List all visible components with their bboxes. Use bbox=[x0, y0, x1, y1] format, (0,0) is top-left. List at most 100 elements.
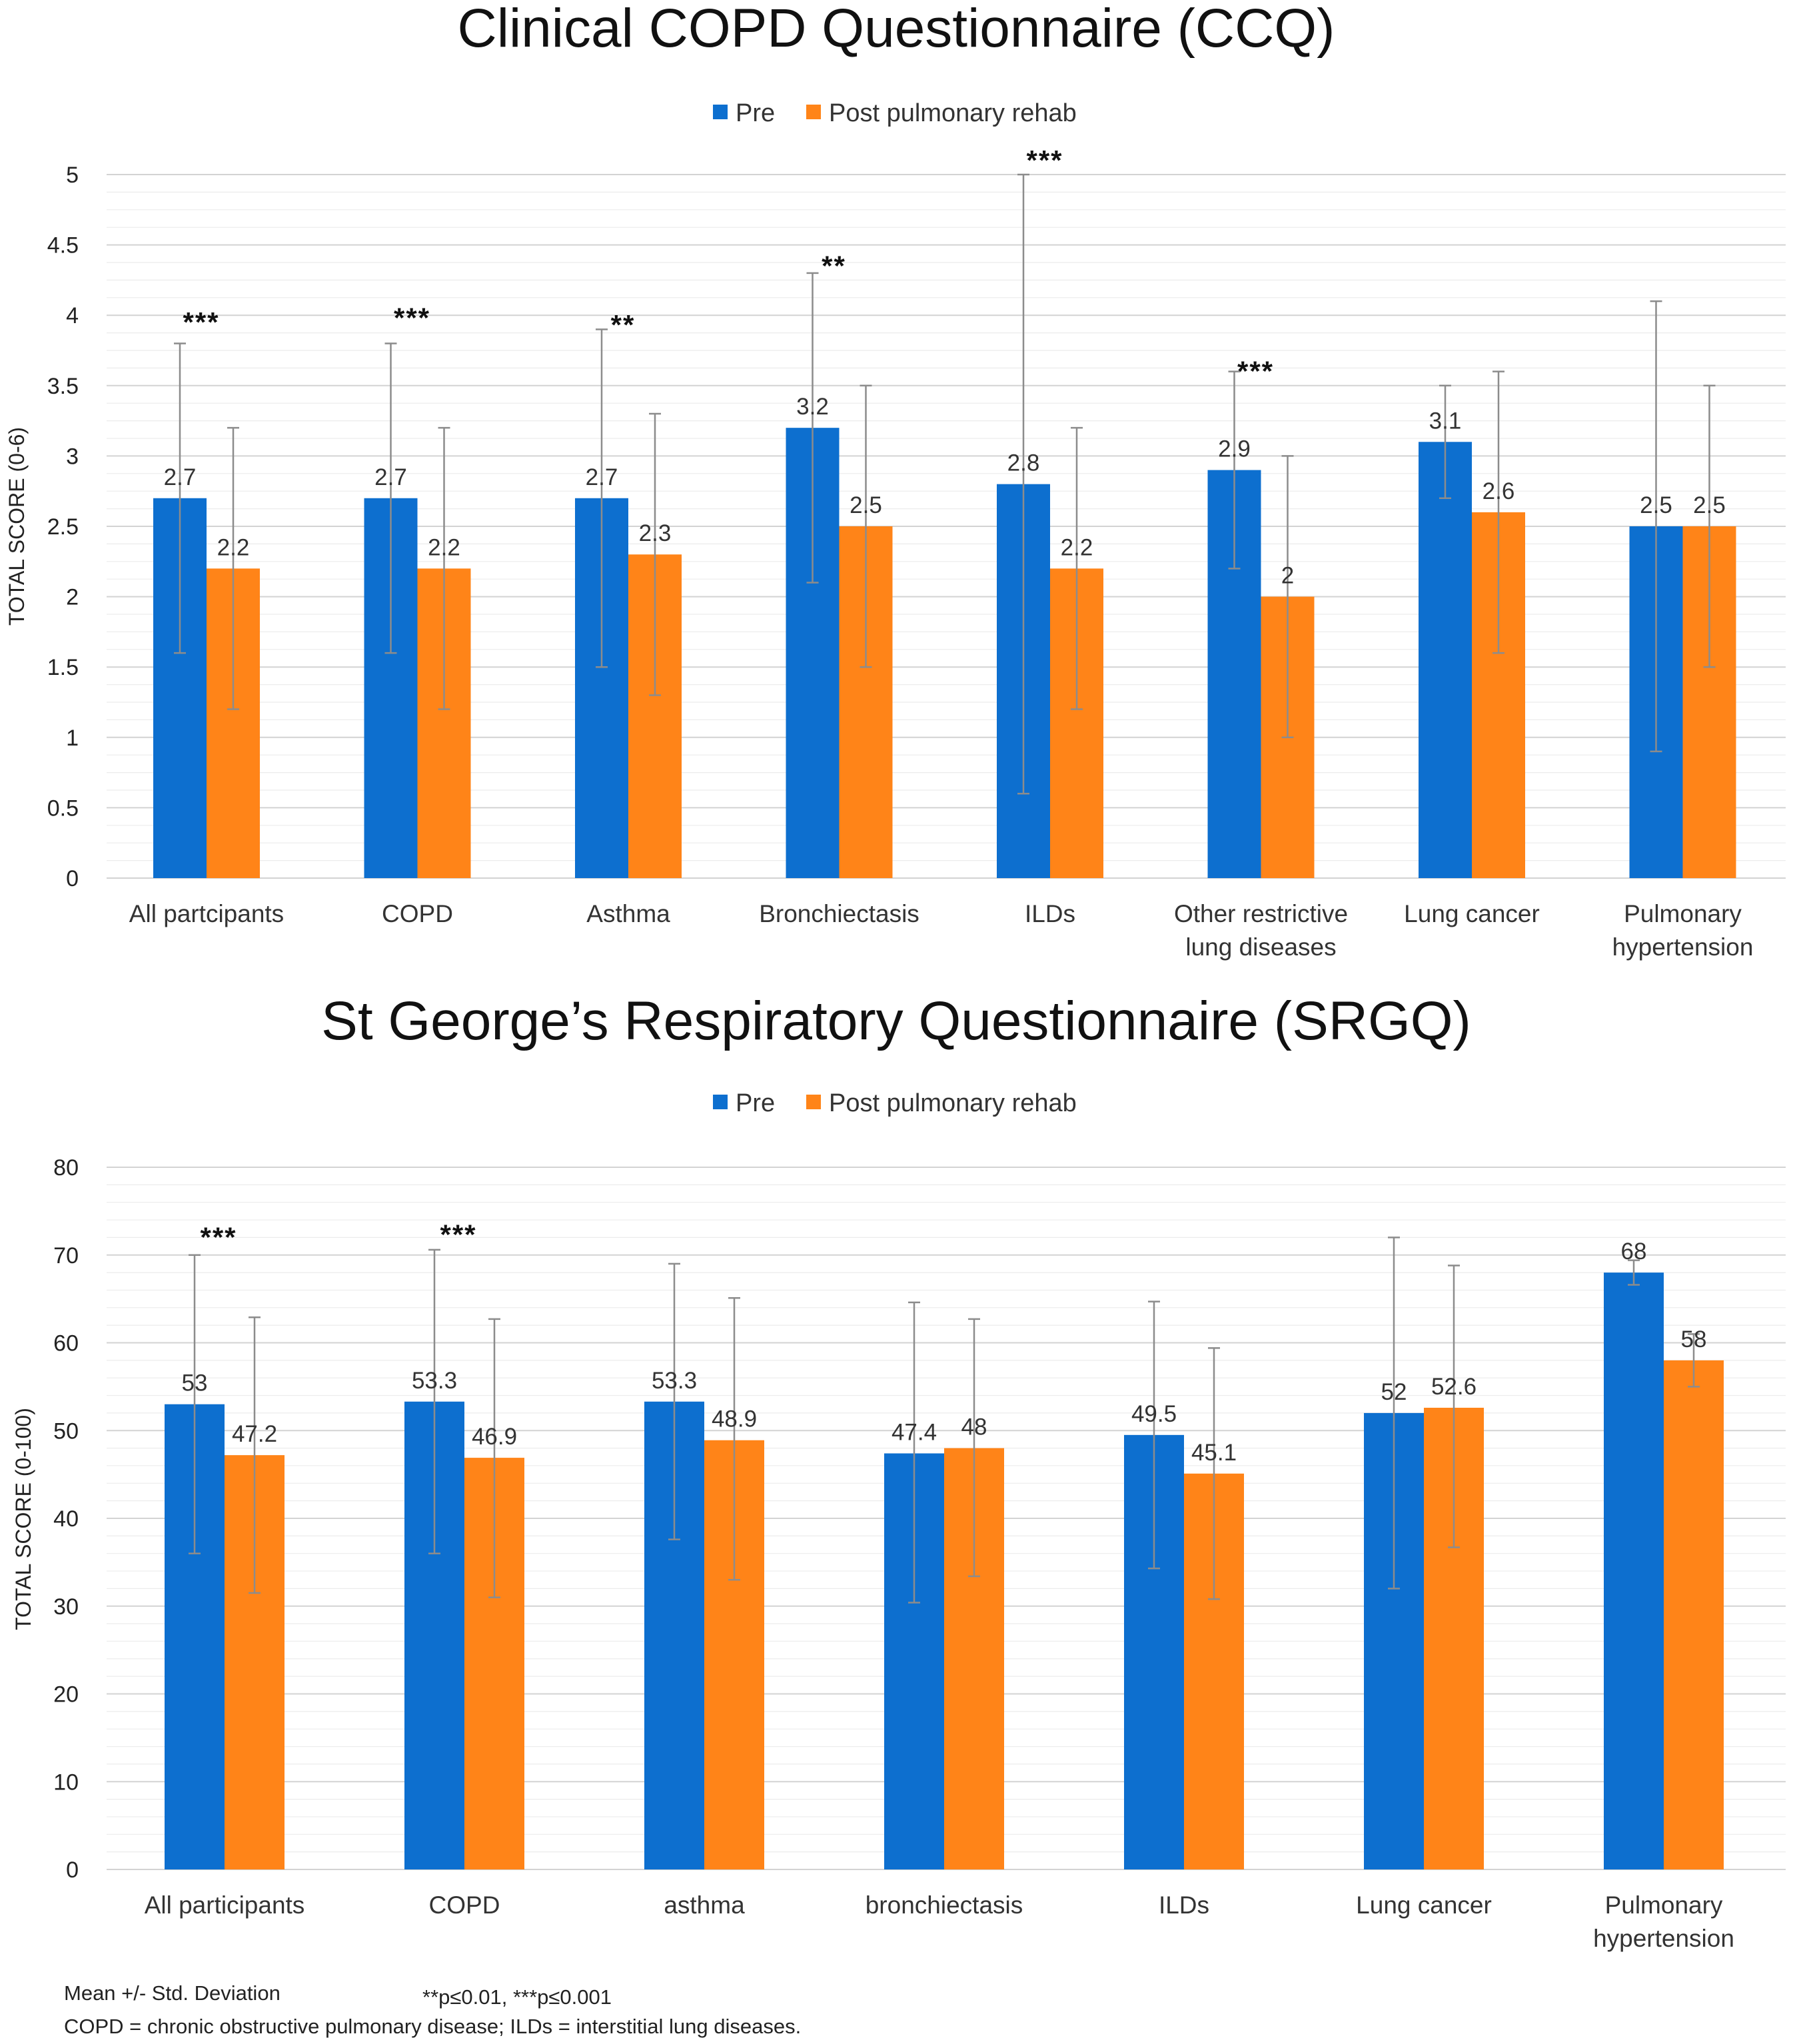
ccq-legend-pre-label: Pre bbox=[736, 99, 775, 127]
ccq-chart: Clinical COPD Questionnaire (CCQ) Pre Po… bbox=[5, 0, 1786, 961]
bar-group: 2.9 2 *** bbox=[1207, 356, 1315, 878]
y-tick-label: 80 bbox=[53, 1155, 79, 1181]
y-tick-label: 20 bbox=[53, 1682, 79, 1708]
y-tick-label: 0.5 bbox=[47, 795, 79, 821]
x-category-label: Lung cancer bbox=[1404, 900, 1540, 927]
ccq-y-ticks: 0 0.5 1 1.5 2 2.5 3 3.5 4 4.5 5 bbox=[47, 163, 79, 891]
bar-pre bbox=[1419, 442, 1472, 878]
x-category-label: Pulmonary bbox=[1605, 1891, 1723, 1919]
data-label-pre: 53.3 bbox=[652, 1368, 697, 1394]
significance-marker: *** bbox=[1026, 145, 1063, 176]
x-category-label: bronchiectasis bbox=[866, 1891, 1023, 1919]
data-label-pre: 47.4 bbox=[892, 1420, 937, 1446]
ccq-legend-post-swatch bbox=[806, 105, 821, 119]
y-tick-label: 70 bbox=[53, 1243, 79, 1269]
x-category-label: COPD bbox=[382, 900, 453, 927]
ccq-legend: Pre Post pulmonary rehab bbox=[713, 99, 1077, 127]
data-label-pre: 53 bbox=[182, 1370, 208, 1396]
y-tick-label: 2.5 bbox=[47, 514, 79, 540]
bar-group: 53.3 46.9 *** bbox=[404, 1219, 524, 1869]
data-label-pre: 2.7 bbox=[164, 464, 197, 490]
bar-group: 2.7 2.2 *** bbox=[153, 306, 260, 878]
significance-marker: ** bbox=[822, 250, 846, 281]
x-category-label: lung diseases bbox=[1185, 933, 1336, 961]
data-label-post: 2.3 bbox=[639, 520, 672, 546]
bar-group: 53 47.2 *** bbox=[165, 1221, 285, 1869]
significance-marker: ** bbox=[611, 309, 636, 340]
bar-group: 2.5 2.5 bbox=[1629, 300, 1736, 878]
bar-group: 47.4 48 bbox=[884, 1301, 1004, 1869]
data-label-post: 2 bbox=[1281, 563, 1294, 589]
sgrq-y-ticks: 0 10 20 30 40 50 60 70 80 bbox=[53, 1155, 79, 1883]
x-category-label: COPD bbox=[429, 1891, 500, 1919]
x-category-label: ILDs bbox=[1025, 900, 1075, 927]
data-label-pre: 2.5 bbox=[1640, 492, 1672, 518]
bar-group: 49.5 45.1 bbox=[1124, 1300, 1244, 1869]
sgrq-legend-post-swatch bbox=[806, 1095, 821, 1109]
bar-pre bbox=[1604, 1273, 1664, 1869]
y-tick-label: 1.5 bbox=[47, 655, 79, 680]
data-label-pre: 68 bbox=[1621, 1239, 1647, 1265]
y-tick-label: 50 bbox=[53, 1418, 79, 1444]
sgrq-title: St George’s Respiratory Questionnaire (S… bbox=[321, 991, 1471, 1051]
y-tick-label: 10 bbox=[53, 1770, 79, 1795]
data-label-pre: 3.1 bbox=[1429, 408, 1462, 434]
x-category-label: hypertension bbox=[1612, 933, 1754, 961]
significance-marker: *** bbox=[394, 302, 430, 333]
data-label-post: 58 bbox=[1681, 1326, 1707, 1352]
data-label-post: 2.2 bbox=[217, 534, 250, 560]
data-label-post: 47.2 bbox=[232, 1421, 277, 1447]
data-label-post: 48.9 bbox=[712, 1406, 757, 1432]
sgrq-x-categories: All participants COPD asthma bronchiectasis… bbox=[145, 1891, 1734, 1952]
data-label-post: 48 bbox=[961, 1414, 987, 1440]
y-tick-label: 2 bbox=[66, 585, 79, 610]
data-label-pre: 52 bbox=[1381, 1379, 1407, 1405]
ccq-plot-area: 2.7 2.2 *** 2.7 2.2 *** 2.7 2.3 ** 3.2 2.5 ** 2.8 2.2… bbox=[153, 145, 1736, 878]
bar-group: 3.2 2.5 ** bbox=[786, 250, 893, 878]
ccq-legend-pre-swatch bbox=[713, 105, 728, 119]
data-label-pre: 53.3 bbox=[412, 1368, 457, 1394]
sgrq-plot-area: 53 47.2 *** 53.3 46.9 *** 53.3 48.9 47.4 48 49.5 45… bbox=[165, 1219, 1724, 1869]
bar-group: 52 52.6 bbox=[1364, 1237, 1484, 1869]
footnote-abbreviations: COPD = chronic obstructive pulmonary dis… bbox=[64, 2015, 801, 2038]
y-tick-label: 5 bbox=[66, 163, 79, 188]
bar-group: 2.8 2.2 *** bbox=[997, 145, 1103, 878]
x-category-label: All partcipants bbox=[129, 900, 284, 927]
sgrq-legend-pre-label: Pre bbox=[736, 1089, 775, 1117]
data-label-post: 52.6 bbox=[1431, 1374, 1477, 1400]
significance-marker: *** bbox=[183, 306, 219, 338]
data-label-pre: 2.7 bbox=[374, 464, 407, 490]
footnote-significance-key: **p≤0.01, ***p≤0.001 bbox=[422, 1985, 612, 2009]
footnote-stats-note: Mean +/- Std. Deviation bbox=[64, 1981, 281, 2005]
footnote: Mean +/- Std. Deviation **p≤0.01, ***p≤0… bbox=[64, 1981, 801, 2038]
y-tick-label: 3 bbox=[66, 444, 79, 469]
bar-group: 2.7 2.3 ** bbox=[575, 309, 682, 878]
ccq-x-categories: All partcipants COPD Asthma Bronchiectasis I… bbox=[129, 900, 1754, 961]
data-label-post: 2.2 bbox=[428, 534, 460, 560]
x-category-label: Pulmonary bbox=[1624, 900, 1742, 927]
data-label-pre: 49.5 bbox=[1131, 1401, 1177, 1427]
y-tick-label: 40 bbox=[53, 1506, 79, 1532]
y-tick-label: 30 bbox=[53, 1594, 79, 1620]
ccq-legend-post-label: Post pulmonary rehab bbox=[829, 99, 1077, 127]
data-label-post: 2.5 bbox=[850, 492, 882, 518]
x-category-label: Other restrictive bbox=[1174, 900, 1348, 927]
data-label-post: 2.5 bbox=[1693, 492, 1726, 518]
sgrq-legend: Pre Post pulmonary rehab bbox=[713, 1089, 1077, 1117]
data-label-pre: 2.8 bbox=[1007, 450, 1040, 476]
bar-group: 53.3 48.9 bbox=[644, 1263, 764, 1869]
data-label-post: 2.2 bbox=[1061, 534, 1093, 560]
x-category-label: All participants bbox=[145, 1891, 305, 1919]
data-label-pre: 2.7 bbox=[586, 464, 618, 490]
data-label-post: 2.6 bbox=[1483, 478, 1515, 504]
y-tick-label: 0 bbox=[66, 866, 79, 891]
bar-group: 3.1 2.6 bbox=[1419, 370, 1525, 878]
data-label-pre: 3.2 bbox=[796, 394, 829, 420]
x-category-label: hypertension bbox=[1593, 1925, 1734, 1952]
ccq-gridlines bbox=[107, 174, 1786, 879]
sgrq-y-axis-label: TOTAL SCORE (0-100) bbox=[11, 1408, 35, 1630]
sgrq-legend-post-label: Post pulmonary rehab bbox=[829, 1089, 1077, 1117]
x-category-label: Bronchiectasis bbox=[759, 900, 919, 927]
data-label-post: 45.1 bbox=[1191, 1440, 1237, 1466]
